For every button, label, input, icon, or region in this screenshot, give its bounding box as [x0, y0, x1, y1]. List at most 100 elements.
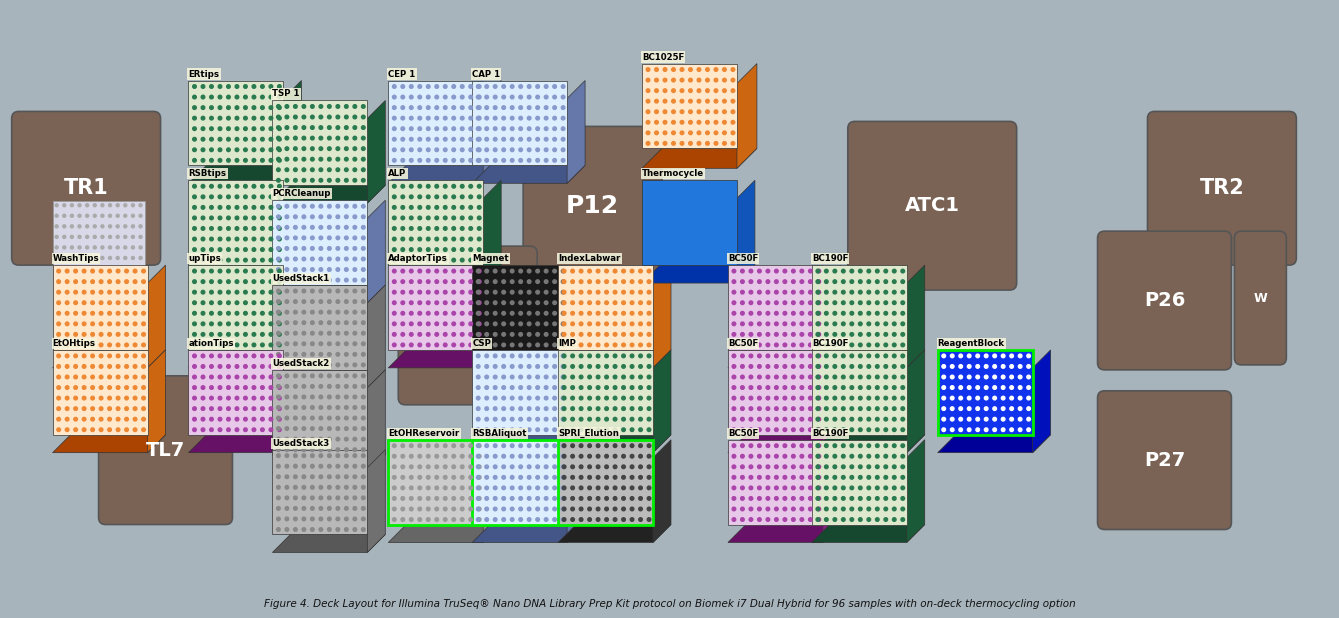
Circle shape — [485, 290, 489, 294]
Circle shape — [1019, 407, 1022, 410]
Circle shape — [714, 110, 718, 114]
Circle shape — [362, 215, 366, 219]
Circle shape — [193, 386, 197, 389]
Circle shape — [285, 257, 289, 261]
Circle shape — [443, 159, 447, 162]
Circle shape — [392, 269, 396, 273]
Circle shape — [303, 475, 305, 478]
Circle shape — [131, 277, 134, 281]
Circle shape — [893, 269, 896, 273]
Circle shape — [56, 269, 60, 273]
Circle shape — [139, 235, 142, 239]
Circle shape — [116, 322, 121, 326]
Circle shape — [858, 280, 862, 284]
Circle shape — [766, 454, 770, 458]
Circle shape — [443, 258, 447, 262]
Circle shape — [91, 396, 94, 400]
Circle shape — [285, 342, 289, 345]
Circle shape — [392, 507, 396, 510]
Circle shape — [967, 428, 971, 431]
Circle shape — [226, 127, 230, 130]
Circle shape — [553, 444, 557, 447]
Circle shape — [478, 127, 481, 130]
Circle shape — [410, 486, 412, 489]
Circle shape — [536, 497, 540, 500]
Circle shape — [884, 465, 888, 468]
Circle shape — [967, 365, 971, 368]
Circle shape — [477, 301, 479, 305]
Circle shape — [78, 235, 82, 239]
Circle shape — [66, 407, 68, 410]
Circle shape — [477, 322, 479, 326]
Circle shape — [976, 386, 979, 389]
Circle shape — [252, 375, 256, 379]
Circle shape — [858, 269, 862, 273]
Circle shape — [218, 106, 222, 109]
Circle shape — [561, 417, 565, 421]
Circle shape — [518, 454, 522, 458]
Circle shape — [984, 354, 988, 358]
Circle shape — [426, 116, 430, 120]
Circle shape — [884, 497, 888, 500]
Circle shape — [815, 280, 819, 284]
Circle shape — [418, 475, 422, 479]
Circle shape — [740, 407, 744, 410]
FancyBboxPatch shape — [1148, 111, 1296, 265]
Circle shape — [418, 85, 422, 88]
Circle shape — [201, 280, 205, 284]
Circle shape — [285, 158, 289, 161]
Circle shape — [418, 116, 422, 120]
Circle shape — [285, 321, 289, 324]
Circle shape — [817, 497, 821, 500]
Circle shape — [518, 497, 522, 500]
Circle shape — [91, 343, 94, 347]
Circle shape — [453, 507, 455, 510]
Circle shape — [841, 444, 845, 447]
Circle shape — [791, 475, 795, 479]
Circle shape — [493, 301, 497, 305]
Circle shape — [817, 375, 821, 379]
Circle shape — [362, 374, 366, 378]
Circle shape — [353, 395, 356, 399]
Circle shape — [277, 215, 280, 219]
Circle shape — [493, 127, 497, 130]
Circle shape — [493, 137, 497, 141]
Circle shape — [841, 322, 845, 326]
Circle shape — [107, 343, 111, 347]
Circle shape — [841, 497, 845, 500]
Circle shape — [850, 301, 853, 305]
Circle shape — [116, 332, 121, 336]
Circle shape — [269, 365, 273, 368]
Circle shape — [426, 454, 430, 458]
Circle shape — [596, 343, 600, 347]
Circle shape — [809, 454, 813, 458]
Circle shape — [570, 417, 574, 421]
Circle shape — [410, 159, 412, 162]
Circle shape — [226, 269, 230, 273]
Circle shape — [252, 195, 256, 198]
Circle shape — [100, 235, 104, 239]
Circle shape — [749, 454, 753, 458]
Circle shape — [528, 365, 532, 368]
Circle shape — [858, 311, 862, 315]
Circle shape — [858, 507, 862, 510]
Circle shape — [319, 517, 323, 521]
Circle shape — [362, 226, 366, 229]
Circle shape — [319, 454, 323, 457]
Circle shape — [967, 354, 971, 358]
Circle shape — [400, 475, 404, 479]
Circle shape — [303, 321, 305, 324]
Circle shape — [319, 247, 323, 250]
Circle shape — [893, 428, 896, 431]
Circle shape — [951, 396, 953, 400]
Circle shape — [134, 332, 137, 336]
Circle shape — [443, 227, 447, 231]
Circle shape — [858, 465, 862, 468]
Circle shape — [461, 497, 465, 500]
Circle shape — [749, 475, 753, 479]
Circle shape — [469, 454, 473, 458]
Circle shape — [688, 131, 692, 135]
Circle shape — [303, 448, 305, 452]
Circle shape — [277, 158, 280, 161]
Text: ALP: ALP — [388, 169, 407, 179]
